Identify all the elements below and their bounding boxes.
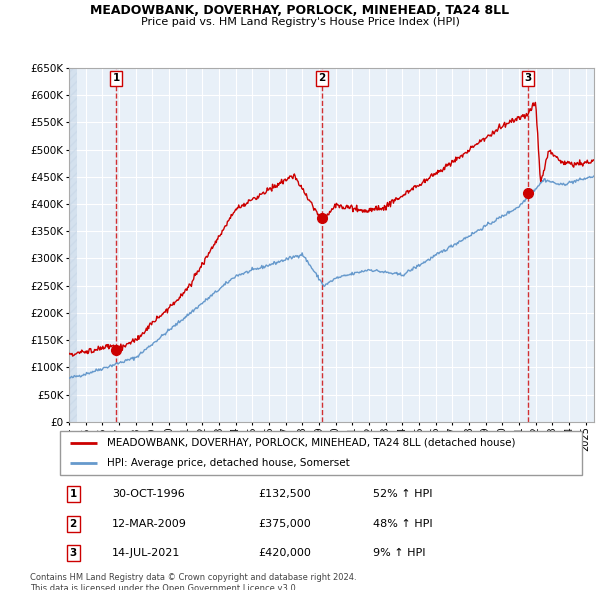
Text: HPI: Average price, detached house, Somerset: HPI: Average price, detached house, Some… bbox=[107, 458, 350, 468]
Text: 2: 2 bbox=[70, 519, 77, 529]
Text: Contains HM Land Registry data © Crown copyright and database right 2024.
This d: Contains HM Land Registry data © Crown c… bbox=[30, 573, 356, 590]
Text: 52% ↑ HPI: 52% ↑ HPI bbox=[373, 489, 433, 499]
Text: 1: 1 bbox=[70, 489, 77, 499]
Text: 2: 2 bbox=[319, 73, 326, 83]
FancyBboxPatch shape bbox=[60, 431, 582, 475]
Text: MEADOWBANK, DOVERHAY, PORLOCK, MINEHEAD, TA24 8LL (detached house): MEADOWBANK, DOVERHAY, PORLOCK, MINEHEAD,… bbox=[107, 438, 515, 448]
Text: 1: 1 bbox=[113, 73, 120, 83]
Text: 3: 3 bbox=[70, 548, 77, 558]
Text: 3: 3 bbox=[524, 73, 532, 83]
Text: 12-MAR-2009: 12-MAR-2009 bbox=[112, 519, 187, 529]
Text: £132,500: £132,500 bbox=[259, 489, 311, 499]
Text: 9% ↑ HPI: 9% ↑ HPI bbox=[373, 548, 426, 558]
Text: Price paid vs. HM Land Registry's House Price Index (HPI): Price paid vs. HM Land Registry's House … bbox=[140, 17, 460, 27]
Text: 30-OCT-1996: 30-OCT-1996 bbox=[112, 489, 185, 499]
Text: 14-JUL-2021: 14-JUL-2021 bbox=[112, 548, 181, 558]
Text: £375,000: £375,000 bbox=[259, 519, 311, 529]
Text: £420,000: £420,000 bbox=[259, 548, 311, 558]
Text: 48% ↑ HPI: 48% ↑ HPI bbox=[373, 519, 433, 529]
Text: MEADOWBANK, DOVERHAY, PORLOCK, MINEHEAD, TA24 8LL: MEADOWBANK, DOVERHAY, PORLOCK, MINEHEAD,… bbox=[91, 4, 509, 17]
